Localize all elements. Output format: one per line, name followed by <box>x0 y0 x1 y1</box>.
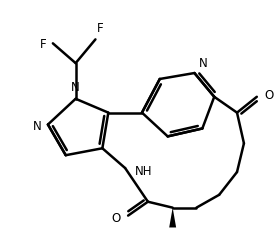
Polygon shape <box>169 208 176 228</box>
Text: N: N <box>71 80 80 93</box>
Text: O: O <box>265 89 274 102</box>
Text: F: F <box>40 38 47 51</box>
Text: N: N <box>198 57 207 70</box>
Text: O: O <box>111 211 120 224</box>
Text: N: N <box>33 119 42 133</box>
Text: F: F <box>96 22 103 35</box>
Text: NH: NH <box>135 164 153 177</box>
